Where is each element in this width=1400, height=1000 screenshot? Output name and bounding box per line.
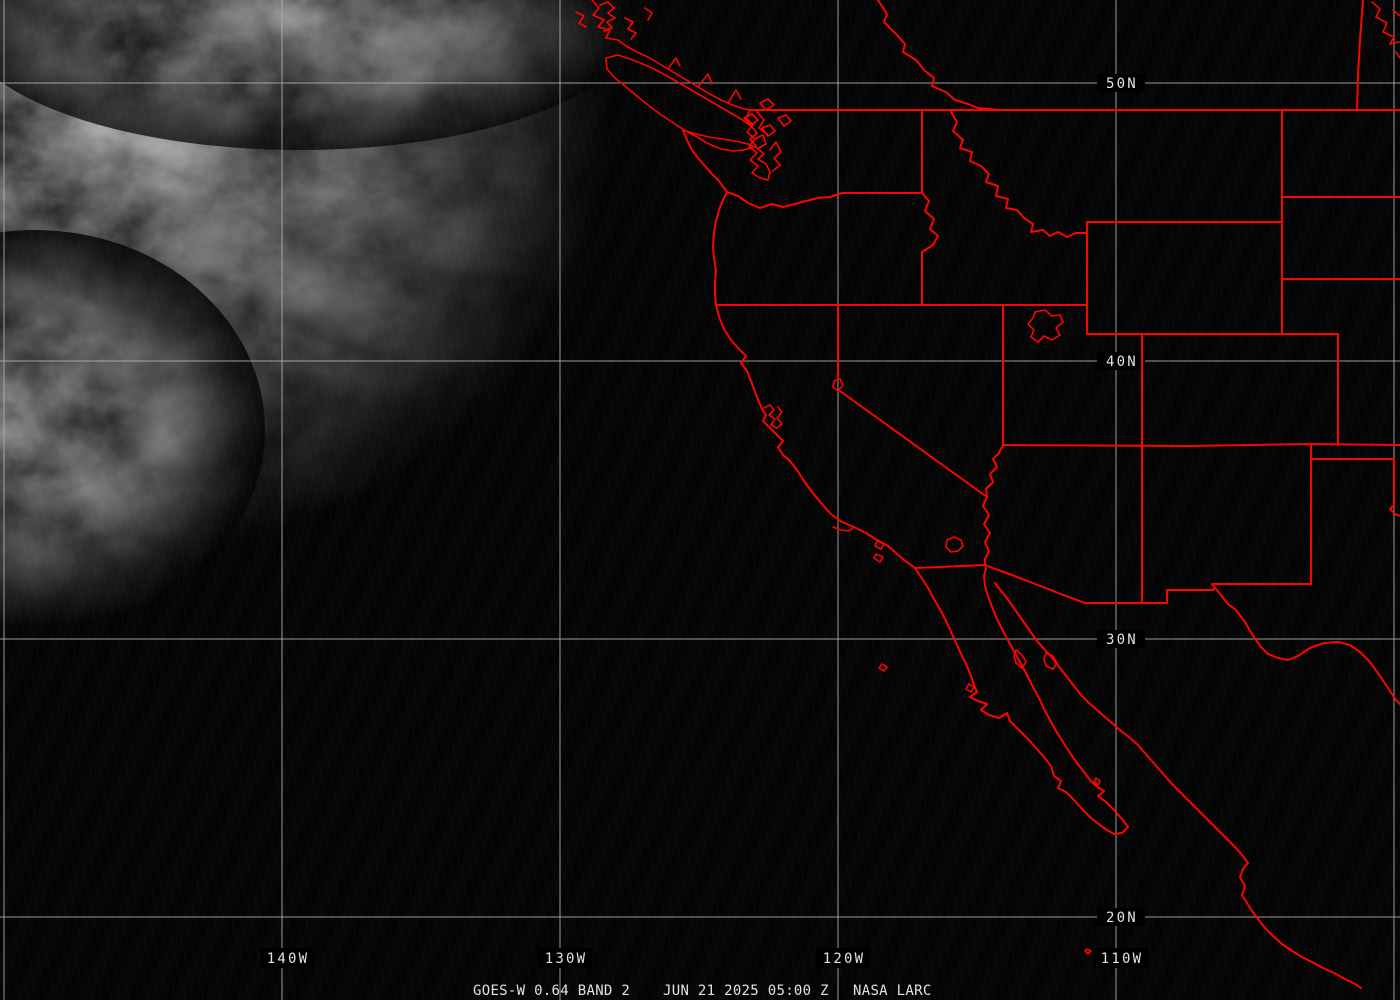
lat-label-20n: 20N <box>1106 910 1138 926</box>
salton-sea <box>945 536 964 553</box>
lake-tahoe <box>832 378 844 392</box>
coastline-sonora <box>994 582 1362 989</box>
island-socorro <box>1084 948 1092 955</box>
border-us-mexico <box>914 564 1215 604</box>
river-rio-grande <box>1211 583 1400 705</box>
border-wa-or <box>726 191 921 209</box>
label-bg <box>1097 74 1145 92</box>
great-salt-lake <box>1027 309 1064 343</box>
coastline-puget-sound <box>745 109 782 181</box>
coastline-bc-mainland <box>591 0 751 111</box>
border-ca-nv-diagonal <box>839 390 988 498</box>
caption-credit: NASA LARC <box>853 983 932 999</box>
label-bg <box>260 948 314 968</box>
label-bg <box>1097 908 1145 926</box>
graticule-labels: 50N 40N 30N 20N 140W 130W 120W 110W <box>260 74 1148 968</box>
caption-product: GOES-W 0.64 BAND 2 <box>473 983 630 999</box>
coastline-strait-juan-de-fuca <box>682 129 771 181</box>
map-overlay <box>575 0 1400 989</box>
label-bg <box>538 948 592 968</box>
caption: GOES-W 0.64 BAND 2 JUN 21 2025 05:00 Z N… <box>473 983 932 999</box>
lat-label-30n: 30N <box>1106 632 1138 648</box>
island-cerralvo <box>1093 777 1101 786</box>
border-ok-tx-100w <box>1389 458 1400 517</box>
river-colorado <box>982 444 1004 566</box>
coastline-baja-east <box>983 567 1129 828</box>
channel-islands <box>832 526 885 563</box>
lat-label-50n: 50N <box>1106 76 1138 92</box>
border-id-mt <box>949 109 1088 238</box>
lat-label-40n: 40N <box>1106 354 1138 370</box>
border-or-id-snake <box>921 192 939 306</box>
coastline-baja-west <box>914 567 1129 835</box>
islands-san-juan <box>743 98 792 137</box>
cloud-field <box>0 0 760 700</box>
border-37n <box>1002 443 1400 447</box>
border-saskatchewan-manitoba <box>1356 0 1364 111</box>
lon-label-140w: 140W <box>267 951 310 967</box>
label-bg <box>816 948 870 968</box>
island-tiburon <box>1043 652 1058 670</box>
coastline-pacific <box>682 129 916 569</box>
island-guadalupe <box>878 663 888 672</box>
lon-label-120w: 120W <box>823 951 866 967</box>
lon-label-110w: 110W <box>1101 951 1144 967</box>
label-bg <box>1097 630 1145 648</box>
border-bc-alberta <box>877 0 1000 111</box>
label-bg <box>1097 352 1145 370</box>
island-cedros <box>965 683 975 693</box>
lon-label-130w: 130W <box>545 951 588 967</box>
manitoba-lakes <box>1371 1 1400 59</box>
islands-bc-north <box>575 1 653 40</box>
island-angel-de-la-guarda <box>1013 649 1027 669</box>
label-bg <box>1094 948 1148 968</box>
caption-datetime: JUN 21 2025 05:00 Z <box>663 983 829 999</box>
san-francisco-bay <box>763 404 783 429</box>
